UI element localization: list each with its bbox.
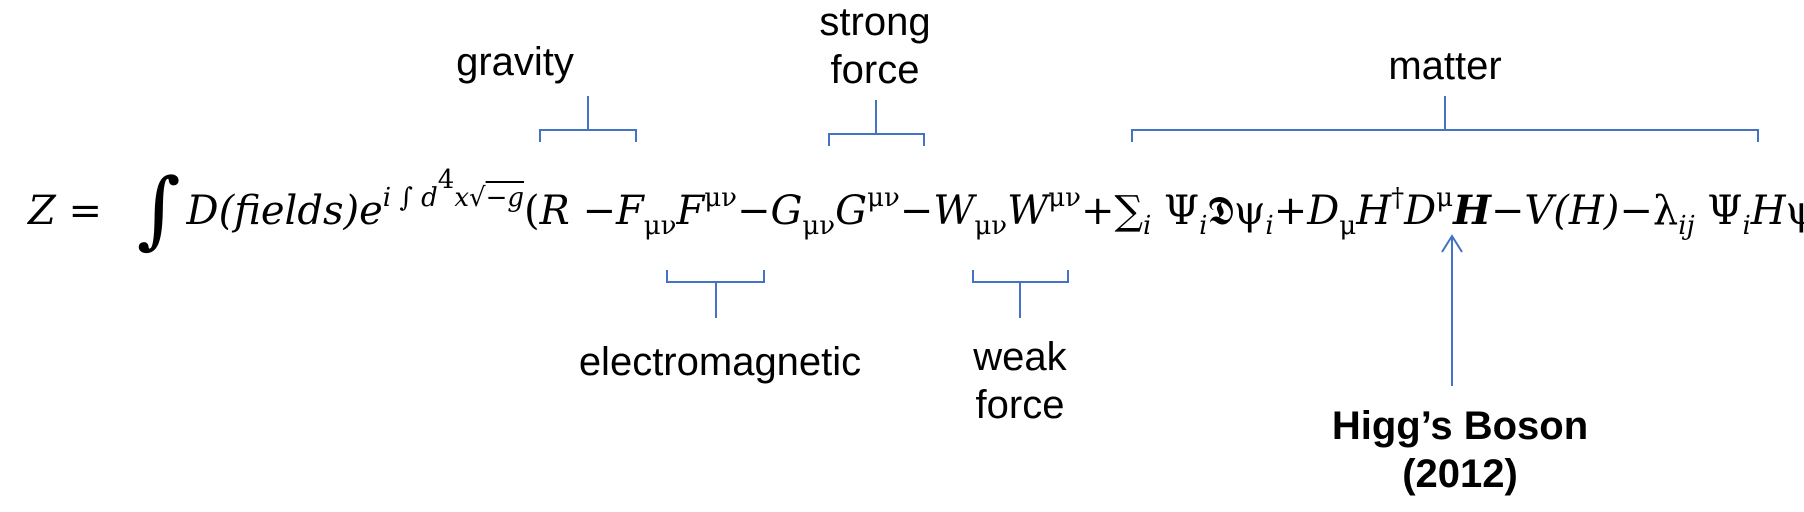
label-weak-force: weak force <box>945 335 1095 427</box>
label-higgs-boson: Higg’s Boson (2012) <box>1310 404 1610 496</box>
label-strong-force: strong force <box>800 0 950 92</box>
bracket-matter <box>1131 129 1759 142</box>
label-strong-force-line2: force <box>830 48 920 92</box>
bracket-gravity <box>539 129 637 142</box>
bracket-strong-force <box>828 133 925 146</box>
label-strong-force-line1: strong <box>819 0 931 44</box>
label-matter: matter <box>1388 44 1502 88</box>
label-gravity: gravity <box>456 40 574 84</box>
bracket-electromagnetic <box>666 270 765 283</box>
bracket-weak-force <box>972 270 1069 283</box>
label-electromagnetic: electromagnetic <box>578 340 862 384</box>
arrowhead-higgs <box>1441 234 1463 253</box>
lagrangian-equation: Z = ∫ D(fields)ei ∫ d4x√−g(R −FμνFμν−GμνG… <box>28 160 1804 258</box>
label-weak-force-line1: weak <box>973 335 1067 379</box>
label-higgs-line2: (2012) <box>1402 452 1518 496</box>
label-weak-force-line2: force <box>975 383 1065 427</box>
label-higgs-line1: Higg’s Boson <box>1331 404 1589 448</box>
